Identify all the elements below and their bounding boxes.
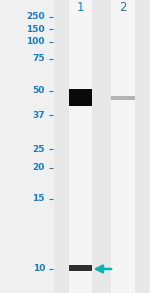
Bar [111,0,135,293]
Text: 10: 10 [33,265,45,273]
Text: 100: 100 [27,37,45,46]
Bar [54,0,148,293]
Text: 75: 75 [32,54,45,63]
Bar [111,96,135,100]
Text: 150: 150 [26,25,45,34]
Text: 20: 20 [33,163,45,172]
Text: 50: 50 [33,86,45,95]
Text: 37: 37 [32,111,45,120]
Bar [69,265,92,271]
Text: 25: 25 [33,145,45,154]
Bar [69,89,92,106]
Text: 15: 15 [33,194,45,203]
Bar [69,0,92,293]
Text: 1: 1 [76,1,84,14]
Text: 2: 2 [119,1,127,14]
Text: 250: 250 [26,13,45,21]
